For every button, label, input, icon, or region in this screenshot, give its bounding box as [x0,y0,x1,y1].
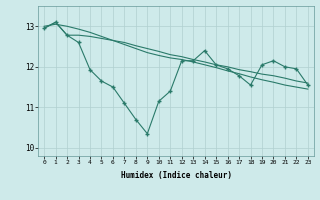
X-axis label: Humidex (Indice chaleur): Humidex (Indice chaleur) [121,171,231,180]
